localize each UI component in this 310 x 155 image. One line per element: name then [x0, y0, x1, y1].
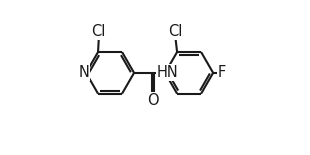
Text: HN: HN	[157, 65, 178, 80]
Text: Cl: Cl	[168, 24, 183, 39]
Text: N: N	[79, 65, 90, 80]
Text: F: F	[218, 65, 226, 80]
Text: Cl: Cl	[92, 24, 106, 39]
Text: O: O	[147, 93, 158, 108]
